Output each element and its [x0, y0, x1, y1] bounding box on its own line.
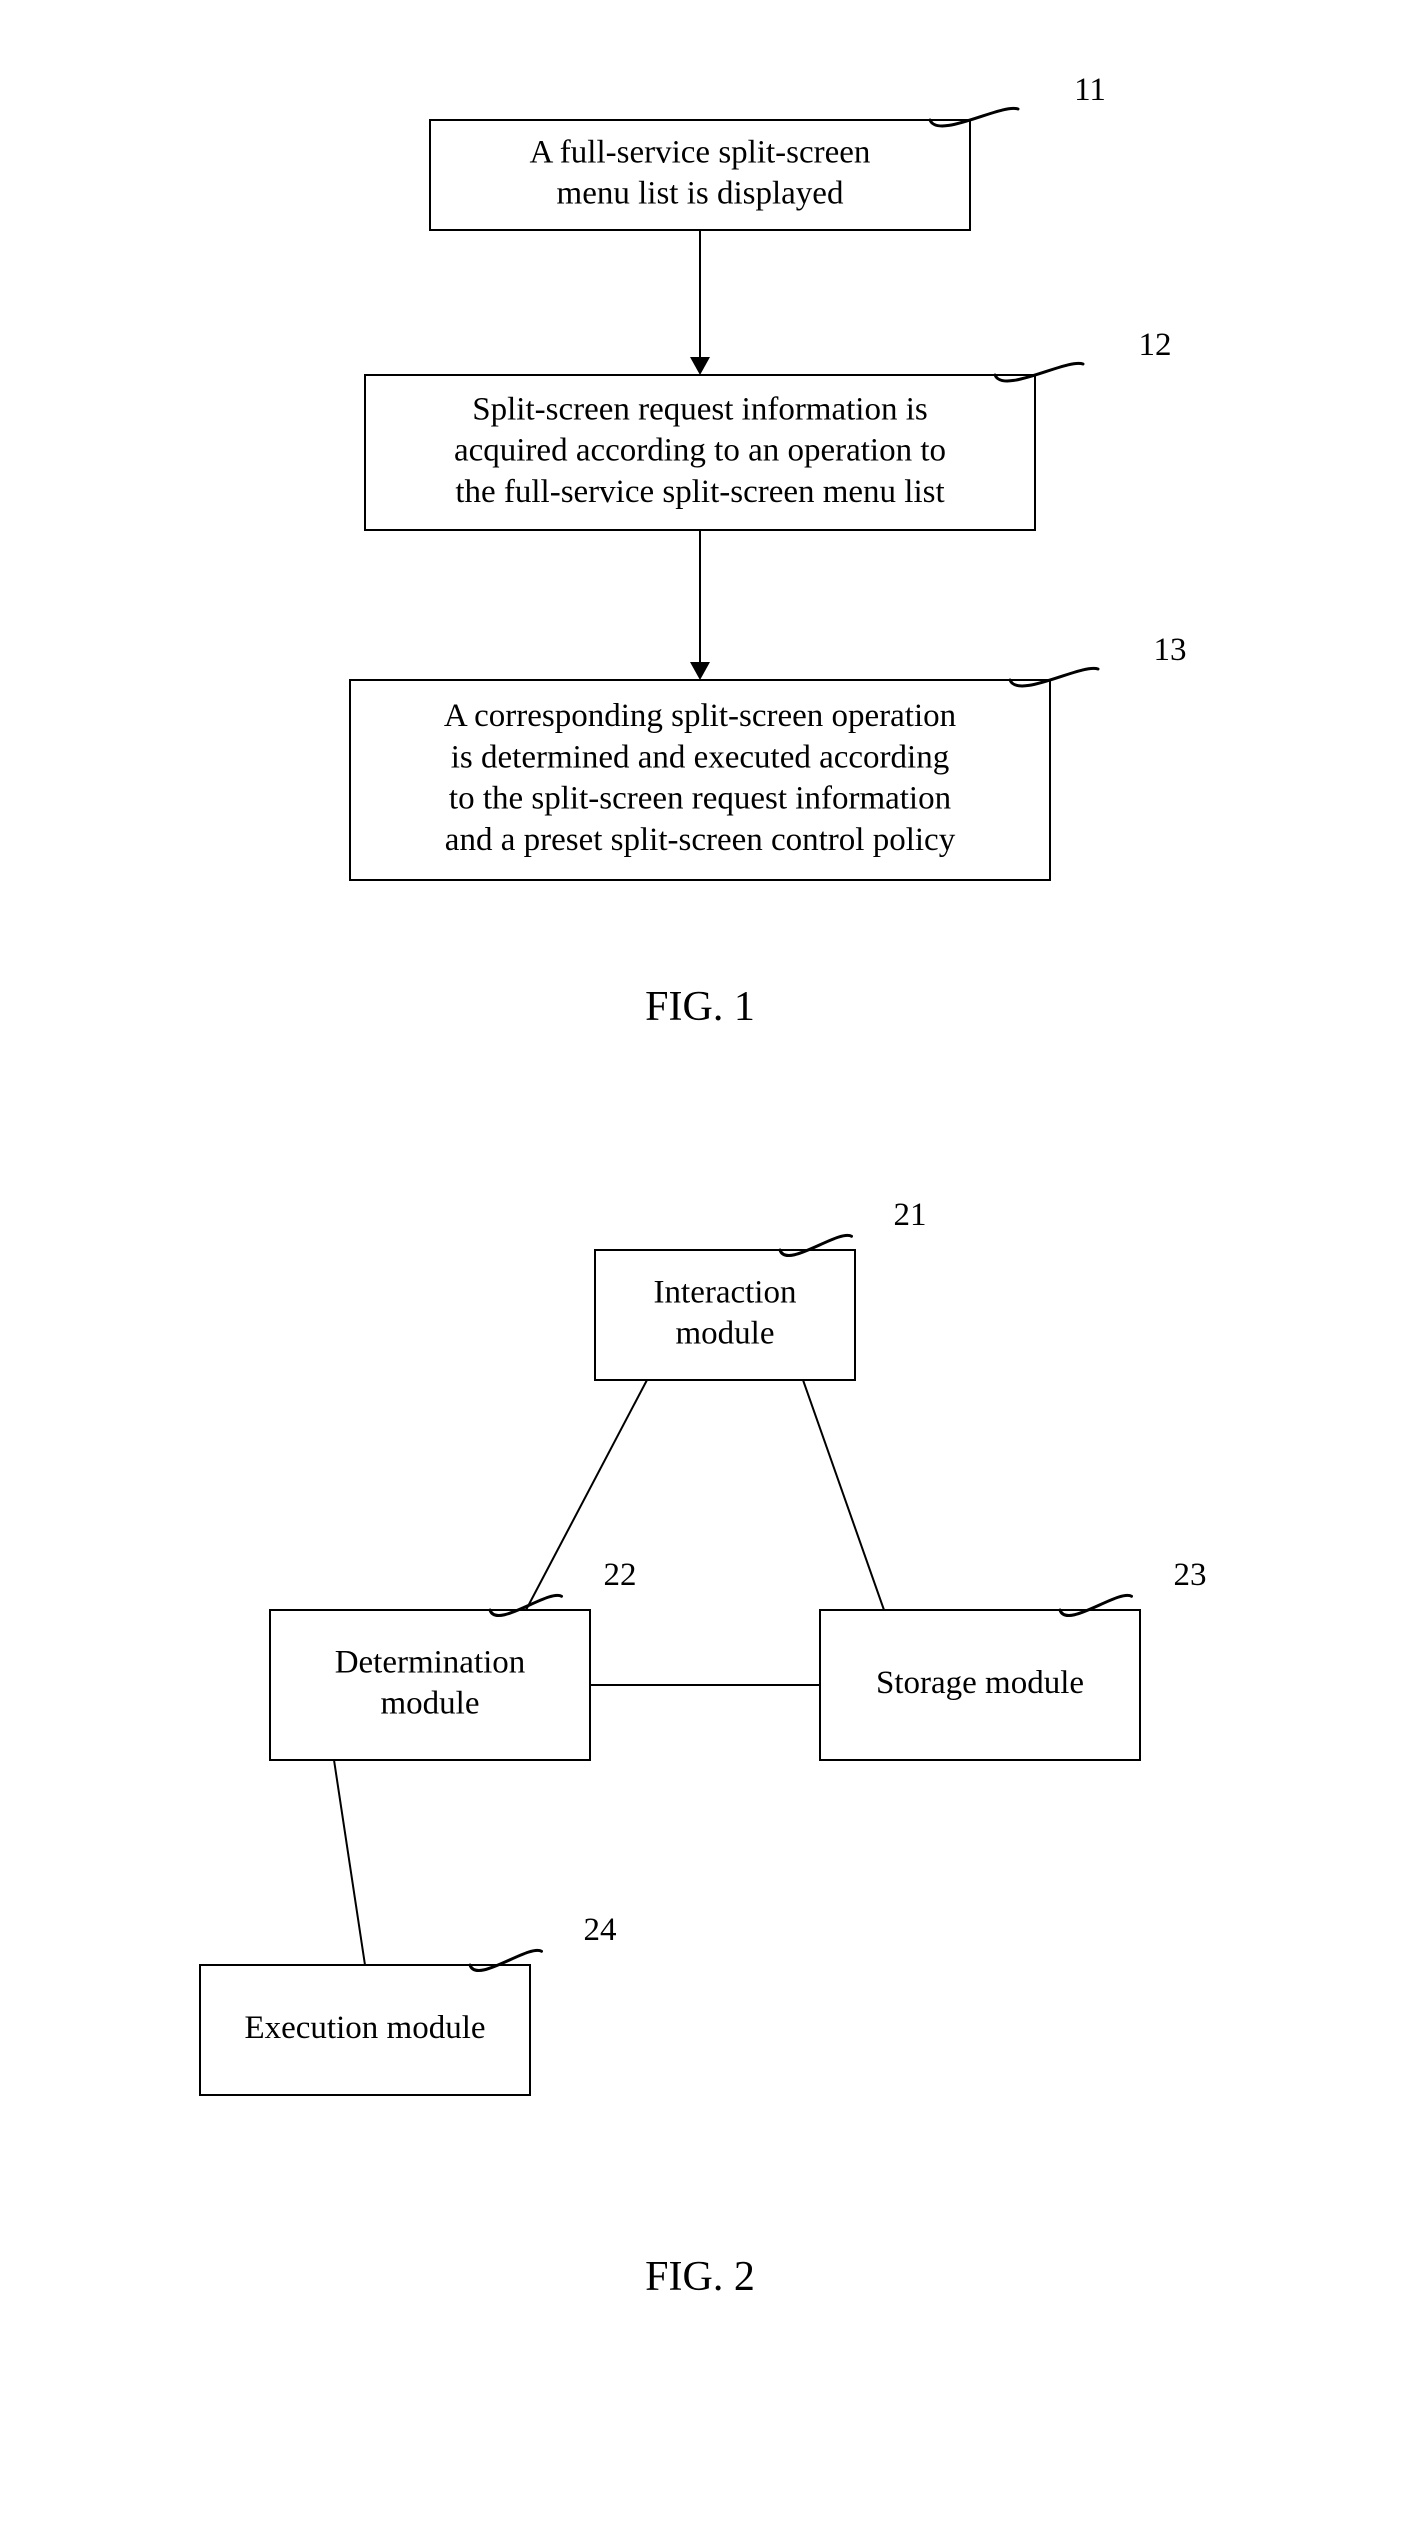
arrow-head [690, 357, 710, 375]
module-node-label: Execution module [244, 2010, 485, 2046]
callout-number: 23 [1174, 1557, 1207, 1593]
figure-caption: FIG. 2 [645, 2254, 755, 2300]
callout-number: 11 [1074, 72, 1106, 108]
callout-number: 12 [1139, 327, 1172, 363]
connector-line [334, 1760, 365, 1965]
callout-number: 22 [604, 1557, 637, 1593]
arrow-head [690, 662, 710, 680]
callout-number: 24 [584, 1912, 617, 1948]
diagram-canvas: A full-service split-screenmenu list is … [0, 0, 1401, 2525]
callout-number: 13 [1154, 632, 1187, 668]
figure-2: Interactionmodule21Determinationmodule22… [200, 1197, 1207, 2300]
connector-line [803, 1380, 884, 1610]
figure-1: A full-service split-screenmenu list is … [350, 72, 1187, 1030]
callout-number: 21 [894, 1197, 927, 1233]
flow-node-label: Split-screen request information isacqui… [454, 391, 946, 510]
figure-caption: FIG. 1 [645, 984, 755, 1030]
module-node-label: Storage module [876, 1665, 1084, 1701]
